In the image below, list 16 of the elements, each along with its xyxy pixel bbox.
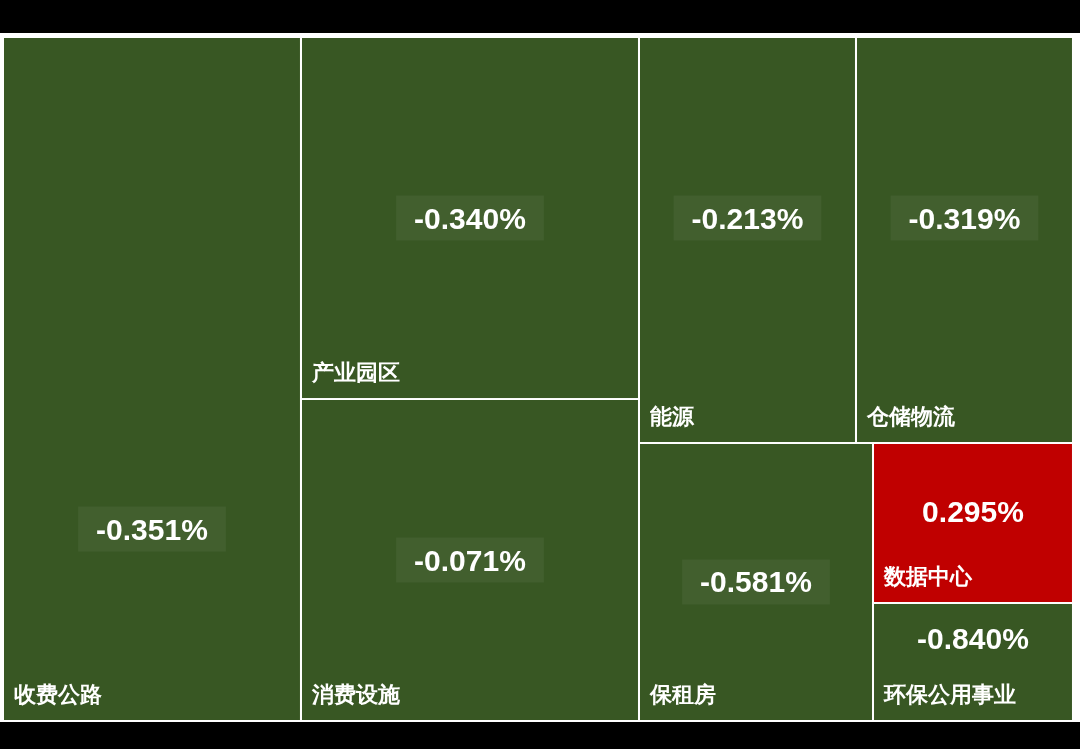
category-label: 环保公用事业 bbox=[883, 682, 1017, 707]
category-label: 保租房 bbox=[649, 682, 717, 707]
category-label: 仓储物流 bbox=[866, 404, 956, 430]
category-label: 能源 bbox=[650, 404, 696, 430]
data-label: -0.581% bbox=[700, 565, 812, 599]
category-label: 消费设施 bbox=[310, 682, 400, 707]
category-label: 产业园区 bbox=[310, 360, 400, 386]
data-label: -0.351% bbox=[96, 512, 208, 546]
category-label: 收费公路 bbox=[14, 682, 102, 707]
data-label: -0.840% bbox=[917, 622, 1029, 656]
data-label: -0.340% bbox=[414, 201, 526, 235]
data-label: -0.213% bbox=[691, 201, 804, 235]
data-label: 0.295% bbox=[922, 495, 1024, 529]
category-label: 数据中心 bbox=[883, 564, 974, 590]
data-label: -0.319% bbox=[908, 201, 1021, 235]
data-label: -0.071% bbox=[414, 543, 526, 577]
